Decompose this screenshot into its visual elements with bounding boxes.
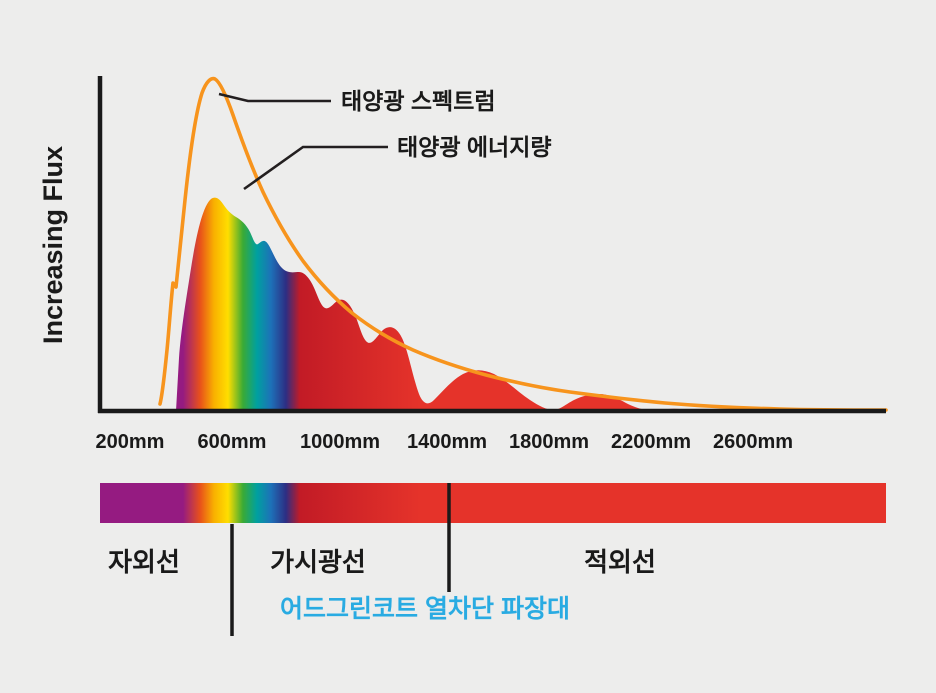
x-tick-1400: 1400mm (407, 431, 487, 453)
band-label-uv: 자외선 (108, 547, 180, 577)
spectrum-color-bar (100, 483, 886, 523)
annotation-energy-area: 태양광 에너지량 (397, 134, 552, 160)
x-tick-600: 600mm (198, 431, 267, 453)
x-tick-2200: 2200mm (611, 431, 691, 453)
highlight-band-label: 어드그린코트 열차단 파장대 (280, 595, 570, 623)
x-tick-1000: 1000mm (300, 431, 380, 453)
y-axis-label: Increasing Flux (38, 146, 68, 344)
callout-line-energy (243, 145, 388, 191)
x-axis-ticks: 200mm 600mm 1000mm 1400mm 1800mm 2200mm … (96, 431, 794, 453)
energy-area-shape (176, 197, 705, 411)
callout-line-spectrum (218, 92, 331, 103)
x-tick-200: 200mm (96, 431, 165, 453)
axes (97, 76, 886, 414)
band-label-ir: 적외선 (584, 547, 656, 577)
spectrum-curve-line (158, 76, 888, 412)
band-label-visible: 가시광선 (270, 547, 366, 577)
x-tick-2600: 2600mm (713, 431, 793, 453)
x-tick-1800: 1800mm (509, 431, 589, 453)
annotation-spectrum-curve: 태양광 스펙트럼 (341, 88, 496, 114)
